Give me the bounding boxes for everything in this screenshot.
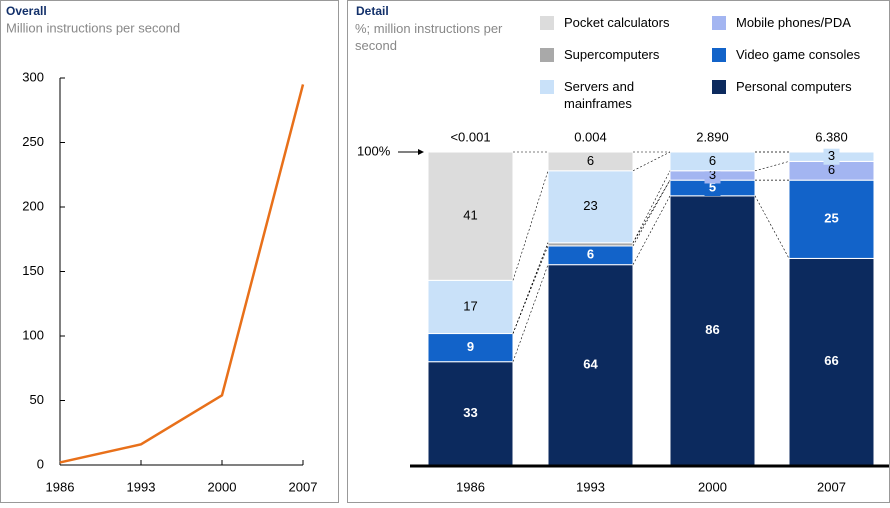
connector (632, 195, 671, 265)
x-tick-label: 1993 (127, 479, 156, 494)
y-tick-label: 250 (22, 134, 44, 149)
legend-label: Video game consoles (736, 47, 861, 62)
total-label: 0.004 (574, 129, 607, 144)
x-tick-label: 2007 (289, 479, 318, 494)
legend-swatch (712, 16, 726, 30)
legend-box: Servers and mainframes (564, 79, 635, 111)
legend-box: Mobile phones/PDA (736, 15, 851, 30)
subtitle: %; million instructions per second (355, 21, 503, 53)
panel (0, 0, 339, 503)
data-label: 3 (709, 167, 716, 182)
legend-box: Supercomputers (564, 47, 660, 62)
bar-segment (669, 151, 756, 172)
bar-segment (547, 264, 634, 466)
data-label: 64 (583, 356, 598, 371)
x-tick-label: 2007 (817, 479, 846, 494)
bar-segment (427, 333, 514, 363)
bar-segment (547, 151, 634, 172)
label-bg (823, 148, 840, 165)
legend-label: Personal computers (736, 79, 852, 94)
legend-box: Pocket calculators (564, 15, 670, 30)
total-label: 2.890 (696, 129, 729, 144)
connector (512, 170, 549, 281)
bar-segment (427, 361, 514, 466)
x-tick-label: 1986 (46, 479, 75, 494)
data-label: 66 (824, 353, 838, 368)
total-label: 6.380 (815, 129, 848, 144)
y-tick-label: 100 (22, 327, 44, 342)
y-tick-label: 50 (30, 392, 44, 407)
x-tick-label: 2000 (208, 479, 237, 494)
legend-box: Video game consoles (736, 47, 861, 62)
data-label: 86 (705, 322, 719, 337)
legend-label: Pocket calculators (564, 15, 670, 30)
legend-label: Servers and mainframes (564, 79, 635, 111)
legend-label: Mobile phones/PDA (736, 15, 851, 30)
subtitle: Million instructions per second (6, 20, 180, 35)
x-tick-label: 1993 (576, 479, 605, 494)
y-tick-label: 0 (37, 456, 44, 471)
bar-segment (427, 151, 514, 281)
line (59, 84, 305, 464)
bar-segment (788, 257, 875, 466)
bar-segment (427, 279, 514, 335)
connector (512, 264, 549, 362)
legend-swatch (540, 16, 554, 30)
data-label: 23 (583, 198, 597, 213)
data-label: 9 (467, 339, 474, 354)
data-label: 25 (824, 211, 838, 226)
connector (512, 242, 549, 334)
arrow-head (418, 149, 424, 155)
data-label: 6 (828, 162, 835, 177)
annotation: 100% (357, 143, 391, 158)
connector (632, 180, 671, 243)
bar-segment (547, 170, 634, 244)
data-label: 6 (587, 247, 594, 262)
y-tick-label: 150 (22, 263, 44, 278)
title: Detail (356, 4, 389, 18)
connector (632, 180, 671, 247)
data-label: 41 (463, 208, 477, 223)
data-label: 6 (709, 153, 716, 168)
legend-swatch (540, 48, 554, 62)
x-tick-label: 2000 (698, 479, 727, 494)
title: Overall (6, 4, 47, 18)
data-label: 5 (709, 179, 716, 194)
legend-box: Personal computers (736, 79, 852, 94)
label-bg (704, 179, 721, 196)
legend-label: Supercomputers (564, 47, 660, 62)
connector (632, 170, 671, 243)
legend-swatch (712, 80, 726, 94)
x-tick-label: 1986 (456, 479, 485, 494)
subtitle-box: %; million instructions per second (355, 21, 503, 53)
y-tick-label: 200 (22, 198, 44, 213)
label-bg (704, 167, 721, 184)
connector (632, 151, 671, 172)
legend-swatch (712, 48, 726, 62)
data-label: 17 (463, 298, 477, 313)
bar-segment (788, 179, 875, 259)
data-label: 33 (463, 405, 477, 420)
y-tick-label: 300 (22, 69, 44, 84)
legend-swatch (540, 80, 554, 94)
data-label: 6 (587, 153, 594, 168)
data-label: 3 (828, 148, 835, 163)
connector (754, 161, 790, 172)
total-label: <0.001 (450, 129, 490, 144)
